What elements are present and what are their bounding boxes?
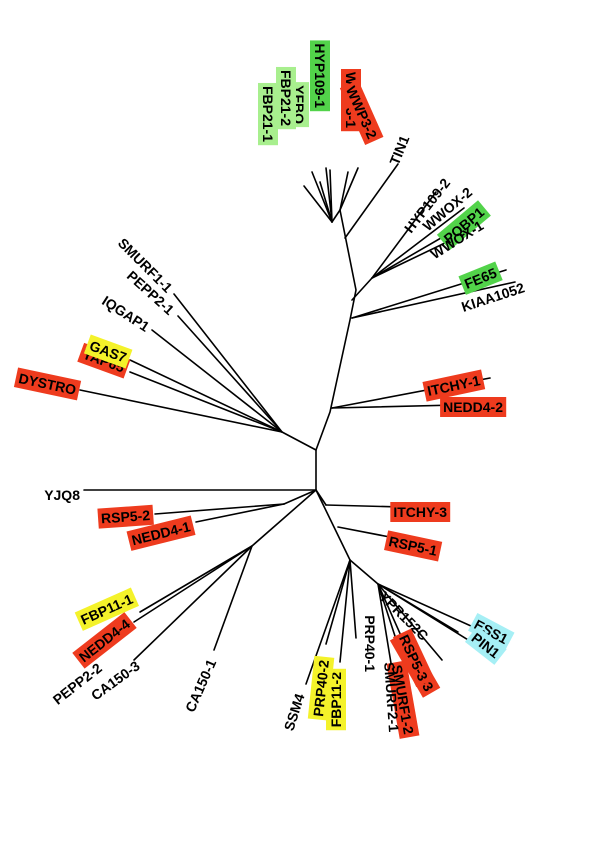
label-highlight	[74, 587, 140, 631]
label-highlight	[468, 612, 515, 651]
leaf-label-text: FBP11-2	[328, 672, 344, 727]
branch	[344, 163, 399, 239]
label-highlight	[276, 66, 296, 130]
label-highlight	[464, 626, 507, 665]
leaf-label-text: PRP40-1	[362, 615, 378, 672]
leaf-label-text: FBP21-2	[278, 70, 294, 126]
branch	[331, 209, 341, 223]
branch	[283, 489, 317, 505]
branch	[154, 503, 285, 515]
branch	[351, 281, 516, 319]
leaf-label-rsp5-1: RSP5-1	[384, 530, 443, 562]
leaf-label-iqgap1: IQGAP1	[99, 292, 152, 334]
branch	[139, 545, 253, 613]
label-highlight	[307, 655, 335, 721]
leaf-label-smurf2-1: SMURF2-1	[381, 662, 402, 733]
leaf-label-text: NEDD4-2	[443, 399, 503, 415]
branch	[377, 583, 443, 661]
branch	[325, 559, 351, 645]
label-highlight	[258, 82, 278, 146]
label-highlight	[83, 334, 133, 369]
leaf-label-text: YJQ8	[44, 487, 80, 503]
leaf-label-rsp5-2: RSP5-2	[97, 504, 154, 529]
leaf-label-hyp109-1: HYP109-1	[310, 40, 330, 112]
leaf-label-dystro: DYSTRO	[13, 367, 82, 401]
branch	[349, 559, 357, 639]
branch	[177, 315, 283, 433]
leaf-label-text: FBP21-1	[260, 86, 276, 142]
leaf-label-text: SMURF2-1	[381, 662, 402, 733]
branch	[371, 191, 437, 279]
label-highlight	[386, 660, 420, 739]
label-highlight	[126, 515, 196, 551]
label-highlight	[440, 397, 507, 417]
branch	[251, 489, 317, 547]
branch	[213, 545, 253, 651]
leaf-labels: HYP109-1 YFBO FBP21-2 FBP21-1 WWP3-1 WWP…	[13, 40, 527, 739]
leaf-label-prp40-1: PRP40-1	[362, 615, 378, 672]
branch	[339, 167, 359, 211]
label-highlight	[436, 200, 491, 251]
leaf-label-ca150-1: CA150-1	[182, 657, 219, 715]
leaf-label-tin1: TIN1	[386, 133, 412, 167]
branch	[329, 169, 333, 223]
leaf-label-text: IQGAP1	[99, 292, 152, 334]
branch	[129, 371, 283, 433]
leaf-label-ssm4: SSM4	[281, 691, 308, 732]
branch	[371, 207, 465, 279]
leaf-label-prp40-2: PRP40-2	[307, 655, 335, 721]
branch	[315, 489, 351, 561]
branch	[305, 559, 351, 685]
leaf-label-text: PRP40-2	[310, 659, 332, 717]
label-highlight	[458, 261, 503, 295]
leaf-label-text: CA150-1	[182, 657, 219, 715]
branch	[303, 185, 333, 223]
branch	[311, 171, 333, 223]
leaf-label-itchy-1: ITCHY-1	[422, 369, 486, 402]
leaf-label-itchy-3: ITCHY-3	[390, 502, 451, 522]
leaf-label-text: TIN1	[386, 133, 412, 167]
label-highlight	[339, 80, 384, 146]
branch	[377, 583, 459, 633]
branch	[133, 545, 253, 661]
branch	[281, 431, 317, 451]
label-highlight	[422, 369, 486, 402]
label-highlight	[384, 530, 443, 562]
leaf-label-fbp21-2: FBP21-2	[276, 66, 296, 130]
label-highlight	[310, 40, 330, 112]
leaf-label-text: RSP5-2	[101, 507, 151, 526]
label-highlight	[390, 502, 451, 522]
backbone-branch	[315, 209, 357, 491]
leaf-label-text: ITCHY-3	[393, 504, 447, 520]
branch	[195, 503, 285, 523]
label-highlight	[97, 504, 154, 529]
leaf-label-nedd4-2: NEDD4-2	[440, 397, 507, 417]
branch	[133, 545, 253, 623]
branch	[173, 293, 283, 433]
label-highlight	[392, 628, 435, 688]
branch	[339, 171, 349, 211]
leaf-label-fbp21-1: FBP21-1	[258, 82, 278, 146]
label-highlight	[72, 612, 137, 669]
branch	[129, 359, 283, 433]
label-highlight	[13, 367, 82, 401]
branch	[349, 559, 379, 585]
leaf-label-text: SSM4	[281, 691, 308, 732]
branch	[339, 559, 351, 663]
branch	[351, 277, 373, 301]
leaf-label-text: HYP109-1	[312, 43, 328, 108]
branch	[151, 329, 283, 433]
leaf-label-yjq8: YJQ8	[44, 487, 80, 503]
branch	[79, 389, 283, 433]
